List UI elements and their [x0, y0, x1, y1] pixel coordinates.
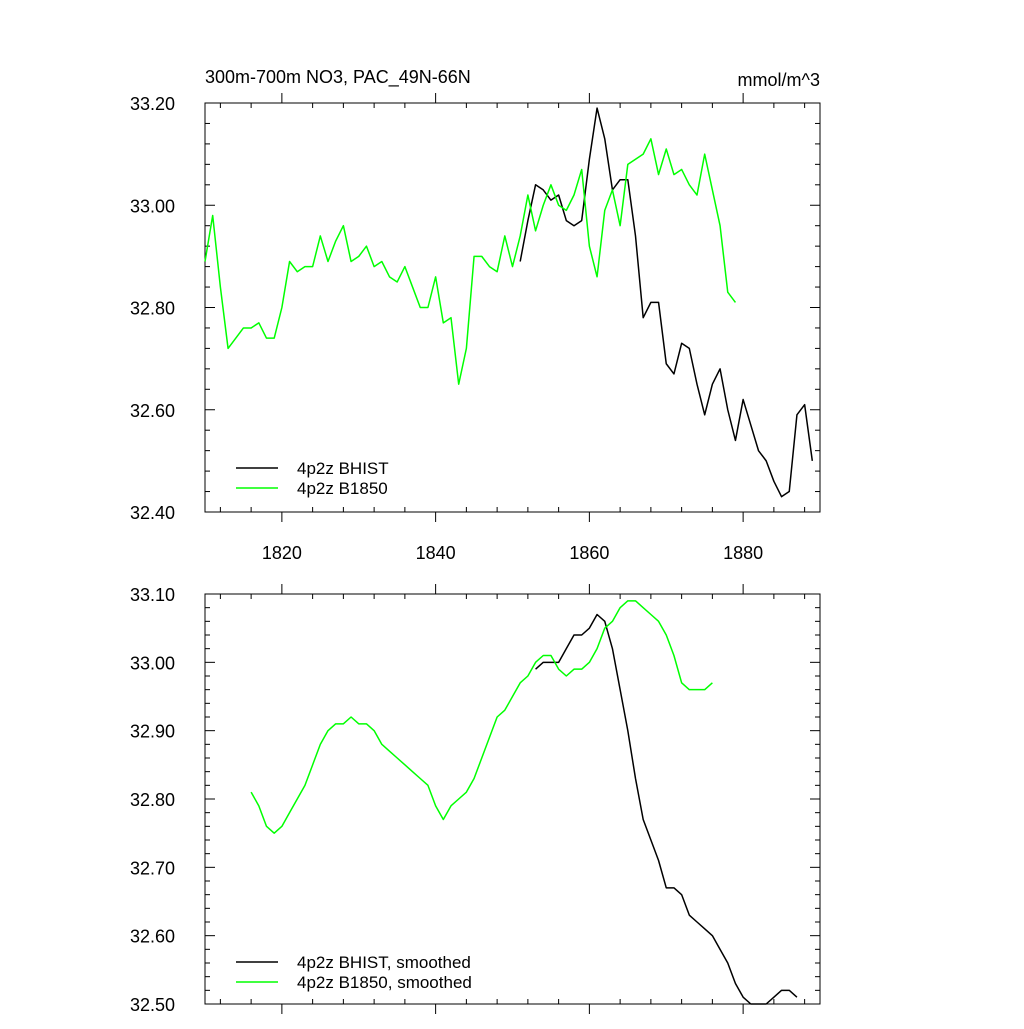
panel-1: 1820 1840 1860 1880 32.40 32.60 32.80 33.00 33.2… [130, 93, 821, 563]
plot-frame [204, 102, 821, 513]
y-tick-label: 32.80 [130, 299, 175, 319]
y-tick-label: 32.60 [130, 927, 175, 947]
chart-title: 300m-700m NO3, PAC_49N-66N [205, 67, 471, 88]
x-tick-label: 1860 [569, 543, 609, 563]
series-line-bhist [519, 107, 814, 498]
y-tick-label: 32.80 [130, 790, 175, 810]
series-line-bhist [535, 613, 798, 1005]
y-tick-label: 32.70 [130, 858, 175, 878]
legend-label: 4p2z BHIST [297, 459, 389, 478]
y-tick-label: 32.90 [130, 722, 175, 742]
y-tick-label: 32.40 [130, 503, 175, 523]
x-tick-label: 1820 [262, 543, 302, 563]
chart-units: mmol/m^3 [738, 70, 820, 90]
x-tick-label: 1880 [723, 543, 763, 563]
legend-label: 4p2z BHIST, smoothed [297, 953, 471, 972]
legend-label: 4p2z B1850, smoothed [297, 973, 472, 992]
legend-label: 4p2z B1850 [297, 479, 388, 498]
x-tick-label: 1840 [416, 543, 456, 563]
panel-2: 32.50 32.60 32.70 32.80 32.90 33.00 33.10 4p2z … [130, 584, 821, 1015]
y-tick-label: 33.00 [130, 653, 175, 673]
y-tick-label: 33.00 [130, 196, 175, 216]
series-line-b1850 [250, 600, 713, 834]
y-tick-label: 33.20 [130, 94, 175, 114]
y-tick-label: 32.50 [130, 995, 175, 1015]
y-tick-label: 33.10 [130, 585, 175, 605]
series-line-b1850 [204, 138, 737, 385]
y-tick-label: 32.60 [130, 401, 175, 421]
